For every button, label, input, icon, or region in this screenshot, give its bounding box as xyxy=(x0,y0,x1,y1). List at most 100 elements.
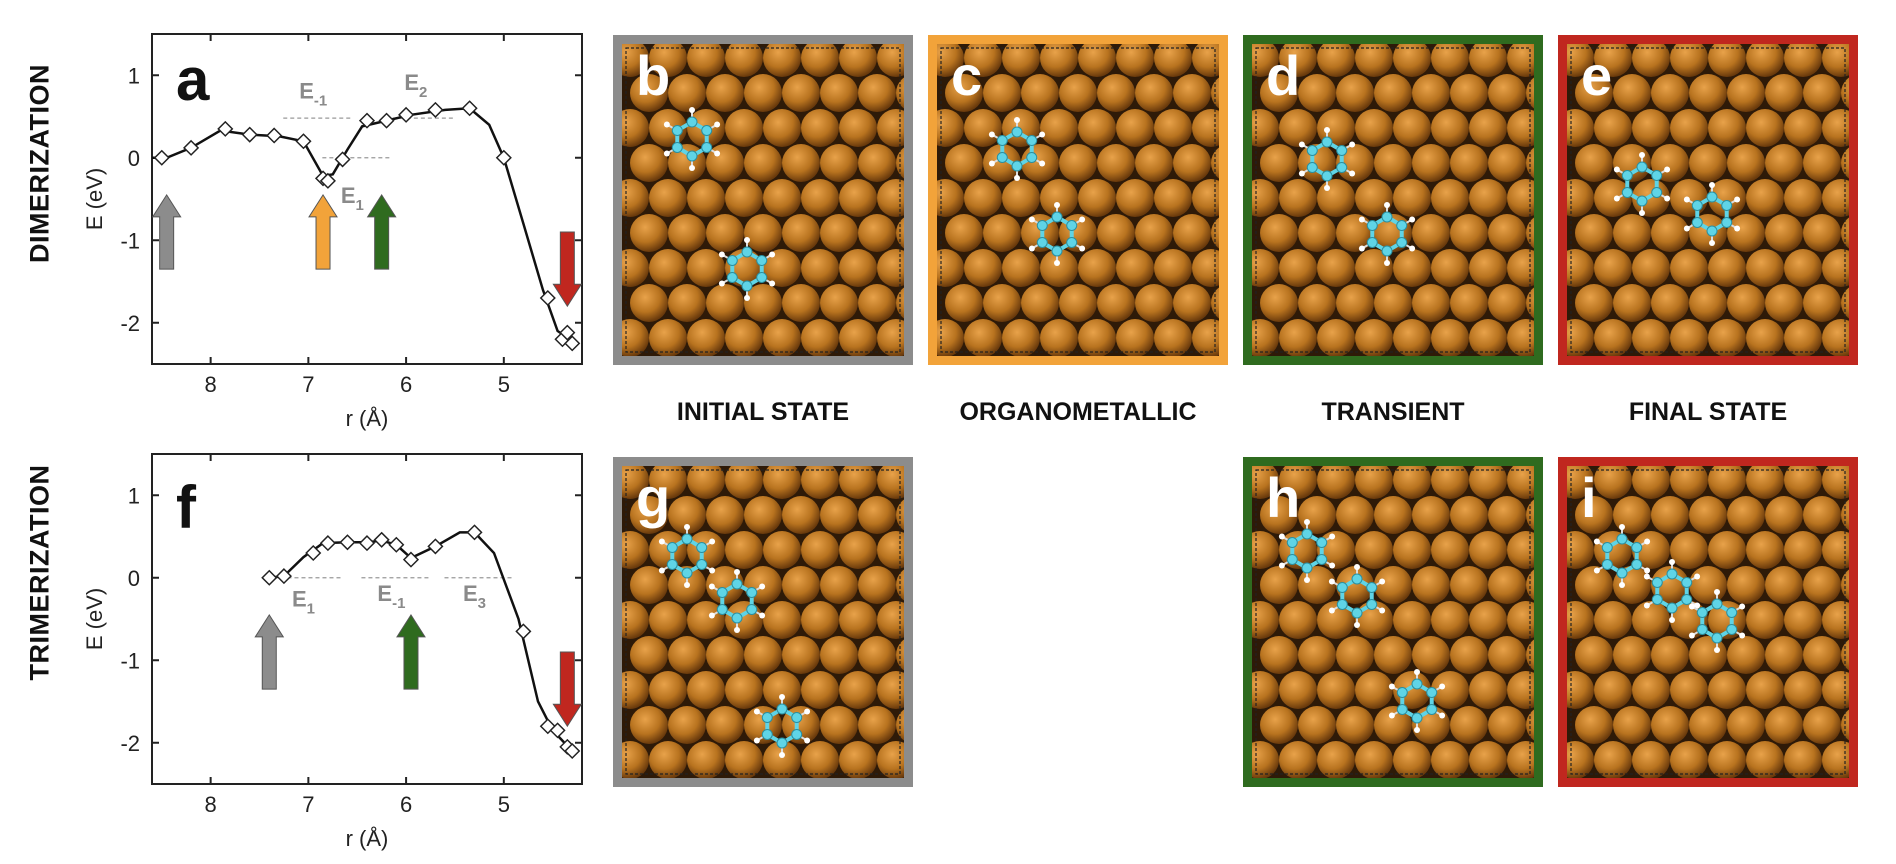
x-tick-label: 8 xyxy=(205,372,217,397)
substrate-atom xyxy=(964,109,1002,147)
substrate-atom xyxy=(1116,179,1154,217)
substrate-atom xyxy=(1746,249,1784,287)
carbon-atom xyxy=(1351,573,1363,585)
data-point-marker xyxy=(217,120,234,137)
substrate-atom xyxy=(1393,44,1431,77)
substrate-atom xyxy=(1765,496,1803,534)
state-arrow xyxy=(552,231,583,308)
carbon-atom xyxy=(1051,211,1063,223)
substrate-atom xyxy=(820,706,858,744)
substrate-atom xyxy=(763,671,801,709)
structure-panel-b: b xyxy=(613,35,913,365)
hydrogen-atom xyxy=(1328,578,1335,585)
carbon-atom xyxy=(741,280,753,292)
structure-panel-i: i xyxy=(1558,457,1858,787)
substrate-atom xyxy=(1374,74,1412,112)
carbon-atom xyxy=(1411,678,1423,690)
substrate-atom xyxy=(1298,496,1336,534)
substrate-atom xyxy=(1670,671,1708,709)
carbon-atom xyxy=(1681,594,1693,605)
substrate-atom xyxy=(1594,109,1632,147)
substrate-atom xyxy=(1260,284,1298,322)
substrate-atom xyxy=(896,569,904,601)
carbon-atom xyxy=(1651,594,1663,605)
substrate-atom xyxy=(1803,566,1841,604)
substrate-atom xyxy=(1613,214,1651,252)
data-point-marker xyxy=(466,524,483,541)
substrate-atom xyxy=(1173,214,1211,252)
substrate-atom xyxy=(1507,319,1534,356)
substrate-atom xyxy=(1803,74,1841,112)
substrate-atom xyxy=(1154,44,1192,77)
substrate-atom xyxy=(896,639,904,671)
substrate-atom xyxy=(1567,741,1594,778)
substrate-atom xyxy=(1632,109,1670,147)
substrate-atom xyxy=(1431,601,1469,639)
cell-boundary xyxy=(1570,469,1846,775)
carbon-atom xyxy=(1366,599,1378,610)
carbon-atom xyxy=(1681,577,1693,588)
substrate-atom xyxy=(1097,144,1135,182)
substrate-atom xyxy=(1412,566,1450,604)
data-point-marker xyxy=(153,149,170,166)
substrate-atom xyxy=(1469,671,1507,709)
structure-panel-g: g xyxy=(613,457,913,787)
substrate-atom xyxy=(1765,144,1803,182)
substrate-atom xyxy=(687,601,725,639)
substrate-atom xyxy=(1260,74,1298,112)
substrate-atom xyxy=(622,671,649,709)
carbon-atom xyxy=(1721,217,1733,228)
hydrogen-atom xyxy=(684,582,690,588)
substrate-atom xyxy=(1575,496,1613,534)
data-point-marker xyxy=(358,535,376,552)
substrate-atom xyxy=(1575,566,1613,604)
substrate-atom xyxy=(1450,284,1488,322)
substrate-atom xyxy=(1689,284,1727,322)
surface-image xyxy=(1567,466,1849,778)
substrate-atom xyxy=(1670,319,1708,356)
substrate-atom xyxy=(630,636,668,674)
substrate-atom xyxy=(668,284,706,322)
substrate-atom xyxy=(1526,499,1534,531)
benzene-molecule xyxy=(1328,564,1386,628)
carbon-atom xyxy=(1706,225,1718,237)
substrate-atom xyxy=(1594,601,1632,639)
substrate-atom xyxy=(1412,144,1450,182)
substrate-atom xyxy=(1746,319,1784,356)
substrate-atom xyxy=(1651,496,1689,534)
carbon-atom xyxy=(1726,624,1738,635)
substrate-atom xyxy=(1469,741,1507,778)
substrate-atom xyxy=(706,566,744,604)
carbon-atom xyxy=(1726,607,1738,618)
energy-barrier-label: E3 xyxy=(463,581,486,612)
substrate-atom xyxy=(687,466,725,499)
substrate-atom xyxy=(706,284,744,322)
substrate-atom xyxy=(1784,601,1822,639)
substrate-atom xyxy=(1116,319,1154,356)
substrate-atom xyxy=(1575,144,1613,182)
substrate-atom xyxy=(1078,44,1116,77)
substrate-atom xyxy=(1670,109,1708,147)
substrate-atom xyxy=(1317,319,1355,356)
hydrogen-atom xyxy=(1379,578,1386,585)
substrate-atom xyxy=(1298,706,1336,744)
hydrogen-atom xyxy=(1329,533,1336,540)
substrate-atom xyxy=(1841,569,1849,601)
hydrogen-atom xyxy=(1349,141,1356,148)
substrate-atom xyxy=(763,741,801,778)
substrate-atom xyxy=(1393,531,1431,569)
cell-boundary xyxy=(625,47,901,353)
surface-image xyxy=(1252,466,1534,778)
substrate-atom xyxy=(1469,601,1507,639)
carbon-atom xyxy=(1321,136,1333,148)
state-arrow xyxy=(254,613,285,690)
substrate-atom xyxy=(725,319,763,356)
substrate-atom xyxy=(668,706,706,744)
carbon-atom xyxy=(1621,170,1633,181)
substrate-atom xyxy=(1211,217,1219,249)
carbon-atom xyxy=(1366,582,1378,593)
carbon-atom xyxy=(1691,200,1703,211)
substrate-atom xyxy=(725,531,763,569)
substrate-atom xyxy=(1116,249,1154,287)
state-arrow xyxy=(308,193,338,270)
